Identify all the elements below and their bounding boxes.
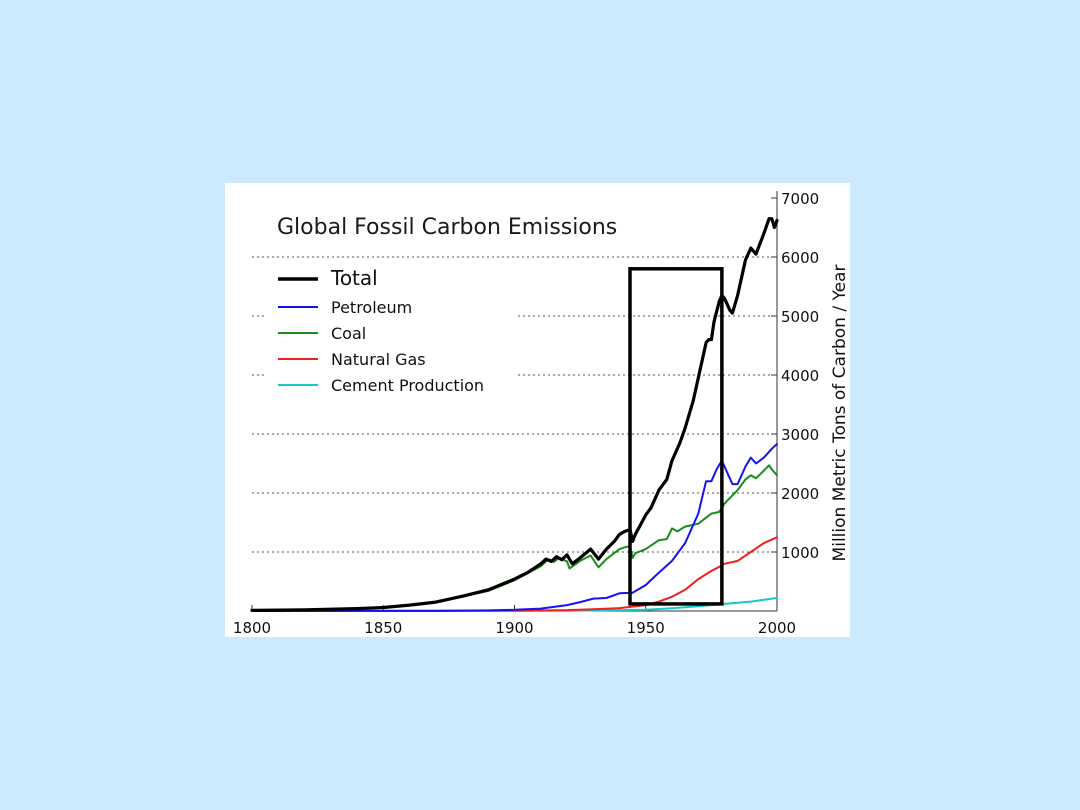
series-line-coal xyxy=(251,464,778,612)
highlight-box-layer xyxy=(628,267,724,606)
y-tick-label: 7000 xyxy=(781,190,819,208)
legend-label: Total xyxy=(330,266,378,290)
legend-label: Cement Production xyxy=(331,376,484,395)
x-tick-label: 1800 xyxy=(233,619,271,637)
chart-svg: Global Fossil Carbon Emissions 1800 1850 1… xyxy=(233,190,850,637)
chart-panel: Global Fossil Carbon Emissions 1800 1850 1… xyxy=(225,183,850,637)
y-tick-label: 1000 xyxy=(781,544,819,562)
y-tick-label: 3000 xyxy=(781,426,819,444)
y-axis-label: Million Metric Tons of Carbon / Year xyxy=(830,265,850,562)
series-line-natural-gas xyxy=(251,536,778,612)
legend-label: Petroleum xyxy=(331,298,412,317)
x-tick-label: 2000 xyxy=(758,619,796,637)
axes: 1800 1850 1900 1950 2000 1000 2000 3000 4000 5000… xyxy=(233,190,819,637)
legend-label: Natural Gas xyxy=(331,350,426,369)
y-tick-label: 5000 xyxy=(781,308,819,326)
y-tick-label: 2000 xyxy=(781,485,819,503)
y-tick-label: 4000 xyxy=(781,367,819,385)
x-tick-label: 1950 xyxy=(627,619,665,637)
series-line-petroleum xyxy=(251,443,778,612)
series-lines xyxy=(250,217,779,612)
x-tick-label: 1900 xyxy=(495,619,533,637)
legend: Total Petroleum Coal Natural Gas Cement Prod… xyxy=(278,266,484,395)
chart-title: Global Fossil Carbon Emissions xyxy=(277,215,617,240)
series-line-total xyxy=(250,217,779,612)
legend-label: Coal xyxy=(331,324,366,343)
x-tick-label: 1850 xyxy=(364,619,402,637)
grid-lines xyxy=(252,256,777,553)
highlight-box xyxy=(628,267,724,606)
y-tick-label: 6000 xyxy=(781,249,819,267)
